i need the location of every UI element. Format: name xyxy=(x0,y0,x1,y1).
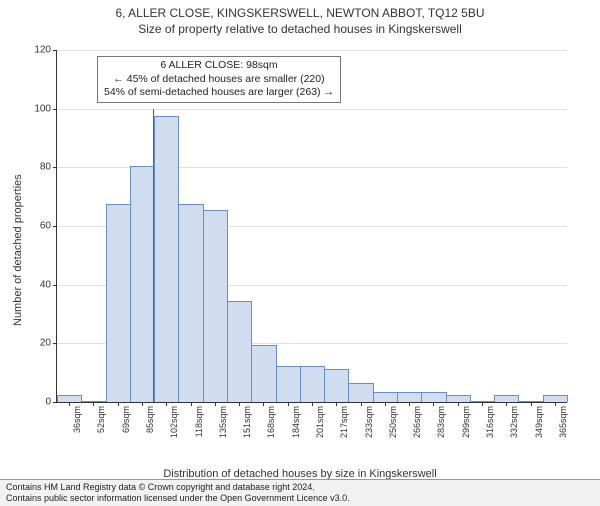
xtick-mark xyxy=(166,402,167,406)
histogram-bar xyxy=(57,395,82,402)
xtick-label: 266sqm xyxy=(412,406,422,438)
histogram-bar xyxy=(276,366,301,402)
xtick-mark xyxy=(93,402,94,406)
xtick-label: 365sqm xyxy=(558,406,568,438)
histogram-bar xyxy=(324,369,349,402)
annotation-line2: ← 45% of detached houses are smaller (22… xyxy=(104,73,334,87)
xtick-mark xyxy=(142,402,143,406)
xtick-label: 299sqm xyxy=(461,406,471,438)
xtick-mark xyxy=(312,402,313,406)
histogram-bar xyxy=(154,116,179,402)
histogram-bar xyxy=(494,395,519,402)
y-axis-label: Number of detached properties xyxy=(12,174,24,326)
xtick-label: 36sqm xyxy=(72,406,82,433)
ytick-mark xyxy=(53,167,57,168)
histogram-bar xyxy=(227,301,252,402)
xtick-label: 250sqm xyxy=(388,406,398,438)
xtick-label: 168sqm xyxy=(266,406,276,438)
xtick-label: 201sqm xyxy=(315,406,325,438)
x-axis-label: Distribution of detached houses by size … xyxy=(0,468,600,480)
histogram-bar xyxy=(203,210,228,402)
xtick-mark xyxy=(531,402,532,406)
page-subtitle: Size of property relative to detached ho… xyxy=(0,22,600,36)
ytick-mark xyxy=(53,402,57,403)
ytick-mark xyxy=(53,343,57,344)
xtick-label: 332sqm xyxy=(509,406,519,438)
xtick-label: 52sqm xyxy=(96,406,106,433)
xtick-mark xyxy=(215,402,216,406)
ytick-label: 40 xyxy=(40,279,51,290)
xtick-label: 184sqm xyxy=(291,406,301,438)
xtick-mark xyxy=(191,402,192,406)
histogram-bar xyxy=(106,204,131,402)
histogram-bar xyxy=(251,345,276,402)
xtick-label: 69sqm xyxy=(121,406,131,433)
ytick-mark xyxy=(53,226,57,227)
xtick-label: 316sqm xyxy=(485,406,495,438)
xtick-label: 85sqm xyxy=(145,406,155,433)
xtick-mark xyxy=(482,402,483,406)
histogram-bar xyxy=(421,392,446,402)
xtick-mark xyxy=(506,402,507,406)
xtick-mark xyxy=(555,402,556,406)
histogram-bar xyxy=(130,166,155,402)
gridline xyxy=(57,50,567,51)
annotation-box: 6 ALLER CLOSE: 98sqm ← 45% of detached h… xyxy=(97,56,341,103)
xtick-mark xyxy=(263,402,264,406)
page-title: 6, ALLER CLOSE, KINGSKERSWELL, NEWTON AB… xyxy=(0,6,600,20)
histogram-bar xyxy=(446,395,471,402)
histogram-chart: 6 ALLER CLOSE: 98sqm ← 45% of detached h… xyxy=(56,50,567,403)
histogram-bar xyxy=(543,395,568,402)
ytick-mark xyxy=(53,285,57,286)
footer-line1: Contains HM Land Registry data © Crown c… xyxy=(6,482,594,493)
ytick-label: 100 xyxy=(34,103,51,114)
property-marker-line xyxy=(153,109,154,402)
xtick-label: 217sqm xyxy=(339,406,349,438)
xtick-label: 233sqm xyxy=(364,406,374,438)
annotation-line1: 6 ALLER CLOSE: 98sqm xyxy=(104,59,334,73)
xtick-label: 151sqm xyxy=(242,406,252,438)
annotation-line3: 54% of semi-detached houses are larger (… xyxy=(104,86,334,100)
xtick-mark xyxy=(118,402,119,406)
xtick-label: 349sqm xyxy=(534,406,544,438)
footer-line2: Contains public sector information licen… xyxy=(6,493,594,504)
histogram-bar xyxy=(373,392,398,402)
xtick-label: 283sqm xyxy=(436,406,446,438)
histogram-bar xyxy=(300,366,325,402)
ytick-label: 60 xyxy=(40,221,51,232)
xtick-mark xyxy=(288,402,289,406)
xtick-mark xyxy=(361,402,362,406)
histogram-bar xyxy=(348,383,373,402)
xtick-mark xyxy=(458,402,459,406)
histogram-bar xyxy=(178,204,203,402)
ytick-label: 120 xyxy=(34,45,51,56)
gridline xyxy=(57,109,567,110)
xtick-label: 135sqm xyxy=(218,406,228,438)
ytick-mark xyxy=(53,50,57,51)
xtick-mark xyxy=(433,402,434,406)
xtick-mark xyxy=(69,402,70,406)
ytick-label: 20 xyxy=(40,338,51,349)
xtick-label: 102sqm xyxy=(169,406,179,438)
ytick-mark xyxy=(53,109,57,110)
xtick-mark xyxy=(409,402,410,406)
ytick-label: 0 xyxy=(45,397,51,408)
ytick-label: 80 xyxy=(40,162,51,173)
xtick-label: 118sqm xyxy=(194,406,204,437)
footer: Contains HM Land Registry data © Crown c… xyxy=(0,479,600,506)
xtick-mark xyxy=(239,402,240,406)
histogram-bar xyxy=(397,392,422,402)
xtick-mark xyxy=(336,402,337,406)
xtick-mark xyxy=(385,402,386,406)
